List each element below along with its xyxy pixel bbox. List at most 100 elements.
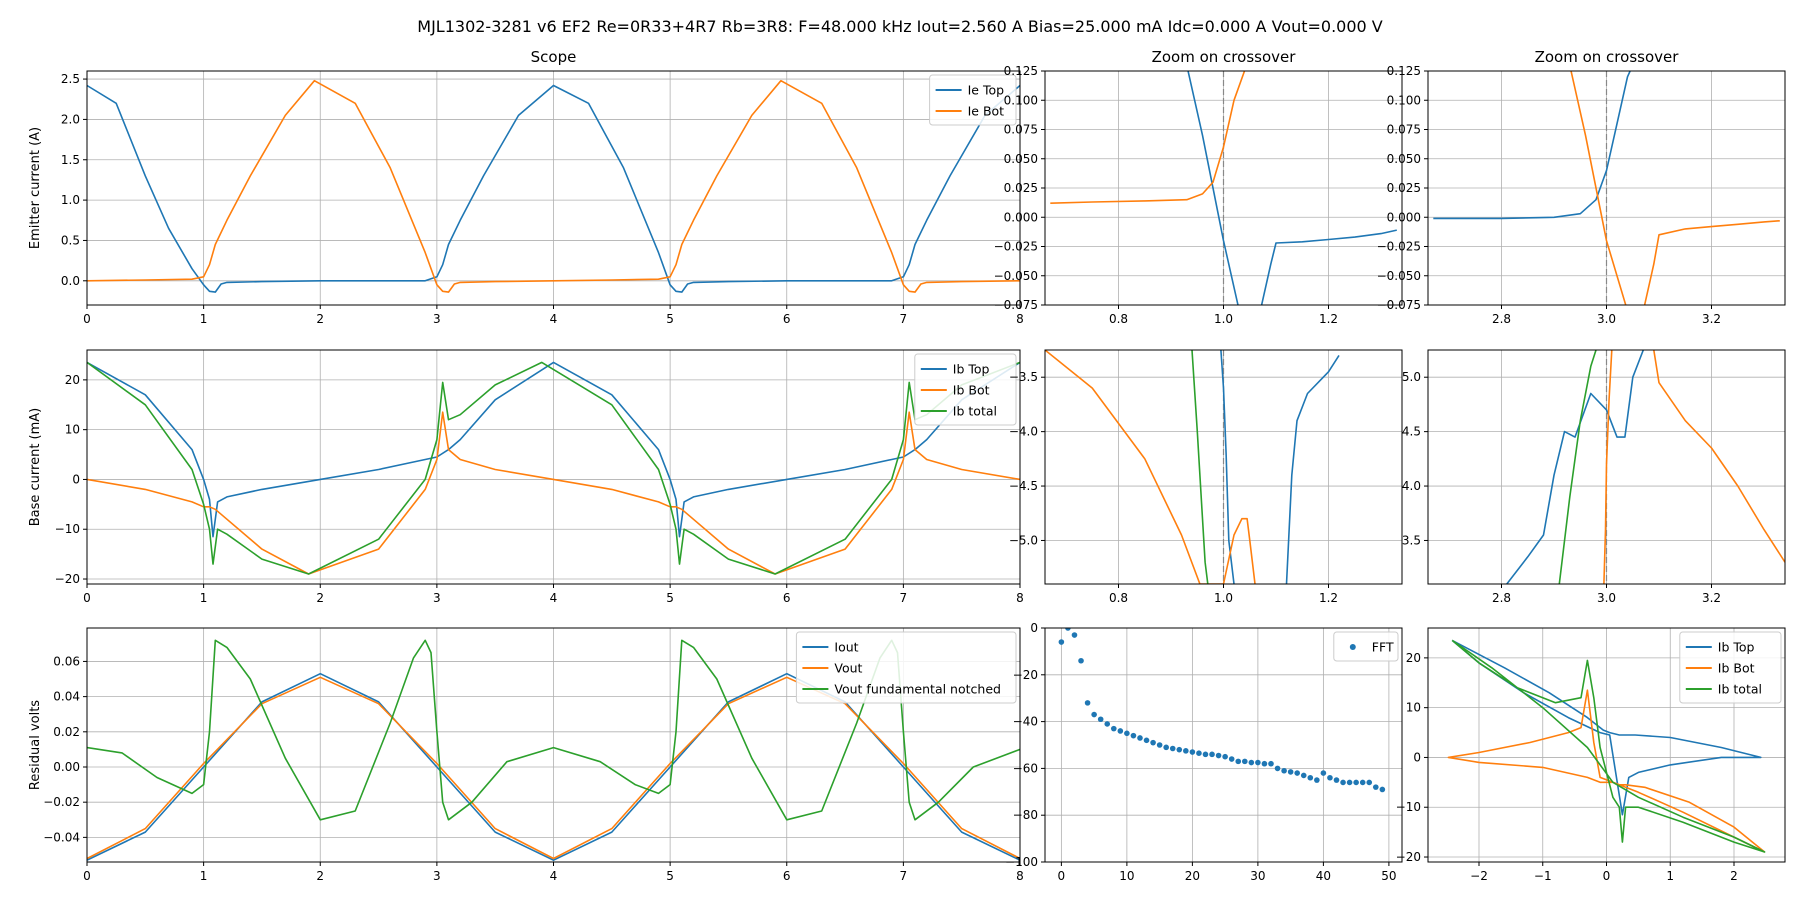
- y-tick-label: −0.050: [1377, 269, 1421, 283]
- fft-point: [1163, 744, 1169, 751]
- fft-point: [1235, 758, 1242, 765]
- y-tick-label: 0.125: [1387, 64, 1421, 78]
- x-tick-label: 6: [783, 591, 791, 605]
- x-tick-label: 0.8: [1109, 312, 1128, 326]
- x-tick-label: 2.8: [1492, 591, 1511, 605]
- fft-point: [1353, 779, 1359, 786]
- fft-point: [1327, 774, 1333, 781]
- y-tick-label: −10: [55, 522, 80, 536]
- legend-label: Vout fundamental notched: [834, 682, 1001, 697]
- y-tick-label: −20: [1013, 668, 1038, 682]
- legend-box: [914, 353, 1017, 426]
- x-tick-label: 2: [316, 312, 324, 326]
- panel-zoom1: 0.8 1.0 1.2 −0.075 −0.050 −0.025 0.000 0.025 0.0…: [994, 48, 1403, 326]
- y-tick-label: 10: [1406, 701, 1421, 715]
- x-tick-label: 4: [550, 312, 558, 326]
- fft-point: [1333, 777, 1340, 783]
- series-line-ib-top: [87, 361, 1020, 538]
- y-tick-label: −10: [1396, 800, 1421, 814]
- x-tick-label: 4: [550, 869, 558, 883]
- fft-point: [1169, 745, 1176, 752]
- y-tick-label: 0.00: [53, 760, 80, 774]
- series-line-ib-total: [1558, 350, 1597, 584]
- fft-point: [1248, 759, 1255, 766]
- series-line-vout: [87, 676, 1020, 860]
- fft-point: [1294, 770, 1300, 776]
- fft-point: [1222, 753, 1228, 760]
- fft-point: [1261, 760, 1268, 767]
- fft-point: [1078, 657, 1084, 664]
- legend: Ie Top Ie Bot: [929, 74, 1017, 126]
- y-tick-label: 5.0: [1402, 370, 1421, 384]
- series-line-ib-top: [1220, 350, 1235, 584]
- fft-point: [1340, 779, 1346, 786]
- legend-marker: [1349, 644, 1356, 650]
- y-tick-label: −80: [1013, 808, 1038, 822]
- x-tick-label: 3.0: [1597, 591, 1616, 605]
- fft-point: [1287, 769, 1294, 775]
- fft-point: [1320, 770, 1327, 776]
- legend: Ib Top Ib Bot Ib total: [1679, 631, 1782, 704]
- legend-box: [1679, 631, 1782, 704]
- y-axis-label: Residual volts: [28, 700, 43, 790]
- series-group: [87, 79, 1020, 293]
- x-tick-label: 8: [1016, 869, 1024, 883]
- y-tick-label: 2.5: [61, 72, 80, 86]
- panel-basezoom2: 2.8 3.0 3.2 3.5 4.0 4.5 5.0: [1402, 349, 1786, 605]
- fft-point: [1130, 732, 1137, 739]
- legend-label: Ie Bot: [968, 104, 1005, 119]
- y-tick-label: 0.04: [53, 690, 80, 704]
- x-tick-label: 1: [200, 312, 208, 326]
- y-tick-label: −60: [1013, 761, 1038, 775]
- y-tick-label: 1.5: [61, 153, 80, 167]
- legend-label: Ib Bot: [953, 383, 990, 398]
- series-line-ie-bot: [87, 79, 1020, 293]
- x-tick-label: 6: [783, 869, 791, 883]
- y-tick-label: −0.050: [994, 269, 1038, 283]
- fft-point: [1084, 700, 1091, 706]
- series-line-ib-bot: [1045, 350, 1224, 584]
- x-tick-label: 2: [316, 869, 324, 883]
- series-group: [1058, 628, 1386, 793]
- axes-title: Zoom on crossover: [1535, 48, 1680, 66]
- y-tick-label: −3.5: [1009, 370, 1038, 384]
- panel-residual: 0 1 2 3 4 5 6 7 8 −0.04 −0.02 0.00 0.02 0.04 0.06 Resid…: [28, 627, 1024, 883]
- fft-point: [1104, 721, 1111, 727]
- x-tick-label: 0: [83, 869, 91, 883]
- y-tick-label: 0.050: [1387, 152, 1421, 166]
- axes-title: Scope: [531, 48, 577, 66]
- panel-base: 0 1 2 3 4 5 6 7 8 −20 −10 0 10 20 Base current (mA) Ib …: [28, 349, 1024, 605]
- y-tick-label: −100: [1005, 855, 1038, 869]
- x-tick-label: 8: [1016, 591, 1024, 605]
- y-tick-label: −5.0: [1009, 533, 1038, 547]
- y-tick-label: −4.0: [1009, 425, 1038, 439]
- y-tick-label: −0.025: [994, 240, 1038, 254]
- y-tick-label: 0.025: [1004, 181, 1038, 195]
- y-tick-label: 0: [1030, 621, 1038, 635]
- fft-point: [1124, 730, 1130, 737]
- fft-point: [1274, 765, 1281, 772]
- x-tick-label: 5: [666, 591, 674, 605]
- x-tick-label: 0: [83, 312, 91, 326]
- legend-box: [1333, 631, 1399, 662]
- legend-label: Ib Top: [1718, 640, 1755, 655]
- y-tick-label: 0.125: [1004, 64, 1038, 78]
- axes-frame: [1044, 627, 1403, 863]
- x-tick-label: 3.2: [1702, 312, 1721, 326]
- y-tick-label: 0.050: [1004, 152, 1038, 166]
- y-tick-label: 0.5: [61, 233, 80, 247]
- x-tick-label: 1.2: [1319, 312, 1338, 326]
- y-tick-label: 3.5: [1402, 533, 1421, 547]
- series-line-ib-bot: [87, 411, 1020, 575]
- legend-label: Iout: [834, 640, 858, 655]
- x-tick-label: 0.8: [1109, 591, 1128, 605]
- series-line-ib-top: [1506, 350, 1645, 584]
- fft-point: [1255, 759, 1261, 766]
- fft-point: [1150, 739, 1156, 746]
- fft-point: [1196, 750, 1202, 756]
- x-tick-label: 7: [900, 312, 908, 326]
- x-tick-label: 0: [1058, 869, 1066, 883]
- y-tick-label: 20: [1406, 651, 1421, 665]
- y-tick-label: −0.025: [1377, 240, 1421, 254]
